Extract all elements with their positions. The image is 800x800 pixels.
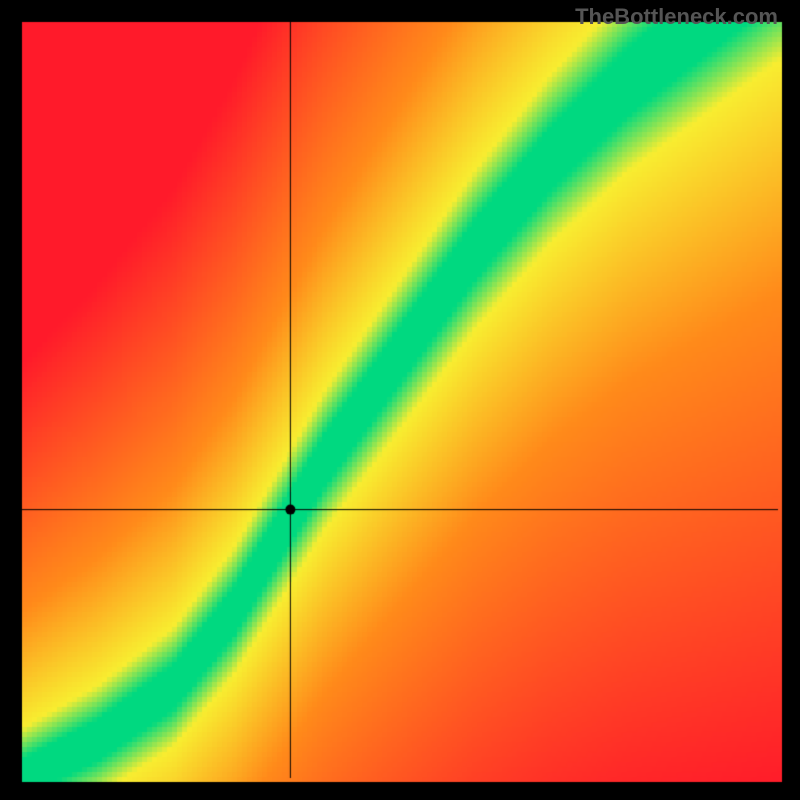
bottleneck-heatmap	[0, 0, 800, 800]
watermark-text: TheBottleneck.com	[575, 4, 778, 30]
